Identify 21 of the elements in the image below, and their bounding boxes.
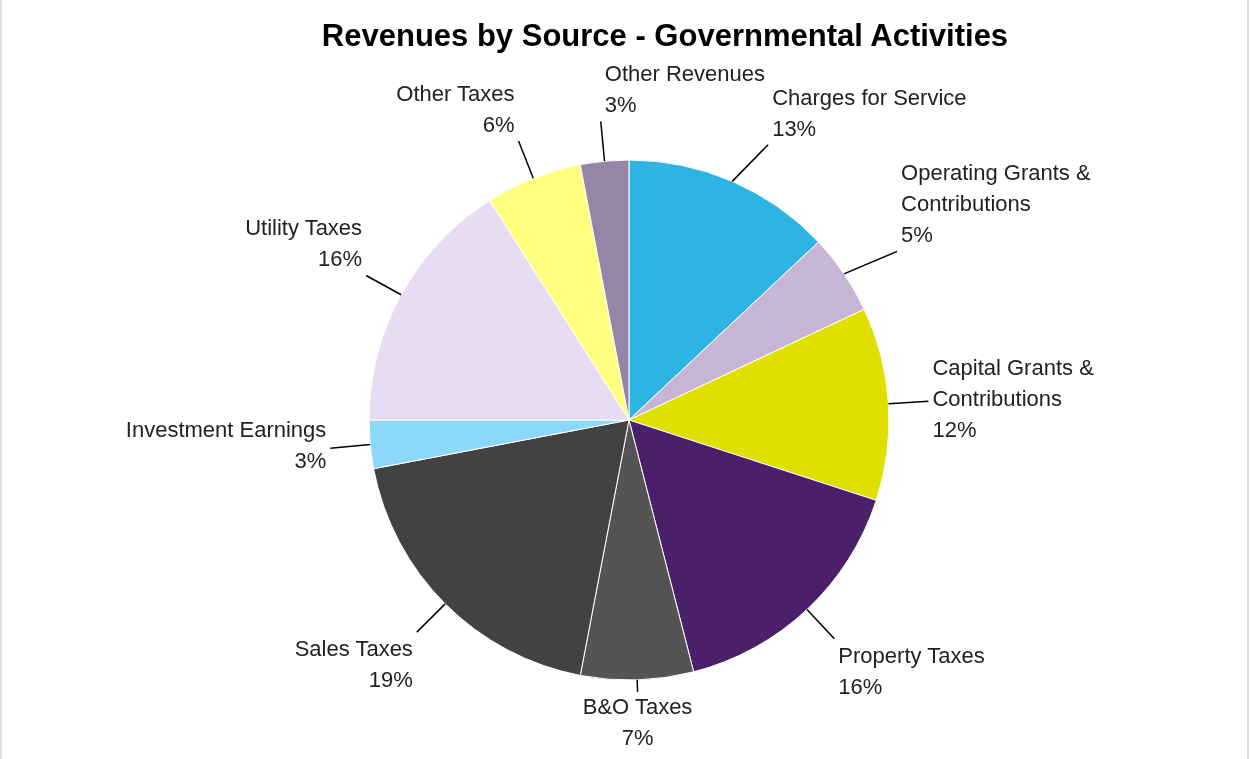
slice-label: Other Revenues (604, 61, 765, 87)
data-label: 3% (604, 92, 637, 118)
slice-label: Charges for Service (772, 84, 967, 110)
data-label: 16% (838, 673, 883, 699)
data-label: 13% (772, 115, 817, 141)
data-label: 7% (621, 724, 654, 750)
data-label: 19% (368, 667, 413, 693)
slice-label: Investment Earnings (125, 417, 327, 443)
data-label: 6% (482, 112, 515, 138)
slice-label: Utility Taxes (245, 215, 363, 241)
data-label: 12% (932, 416, 977, 442)
slice-label: Capital Grants & Contributions (932, 354, 1095, 411)
chart-title: Revenues by Source - Governmental Activities (321, 18, 1009, 53)
slice-label: Sales Taxes (294, 636, 413, 662)
data-label: 5% (901, 222, 933, 248)
data-label: 3% (294, 448, 327, 474)
slice-label: Property Taxes (838, 642, 985, 668)
slice-label: Other Taxes (396, 81, 515, 107)
slice-label: B&O Taxes (582, 693, 693, 719)
data-label: 16% (318, 246, 363, 272)
slice-label: Operating Grants & Contributions (901, 160, 1091, 217)
